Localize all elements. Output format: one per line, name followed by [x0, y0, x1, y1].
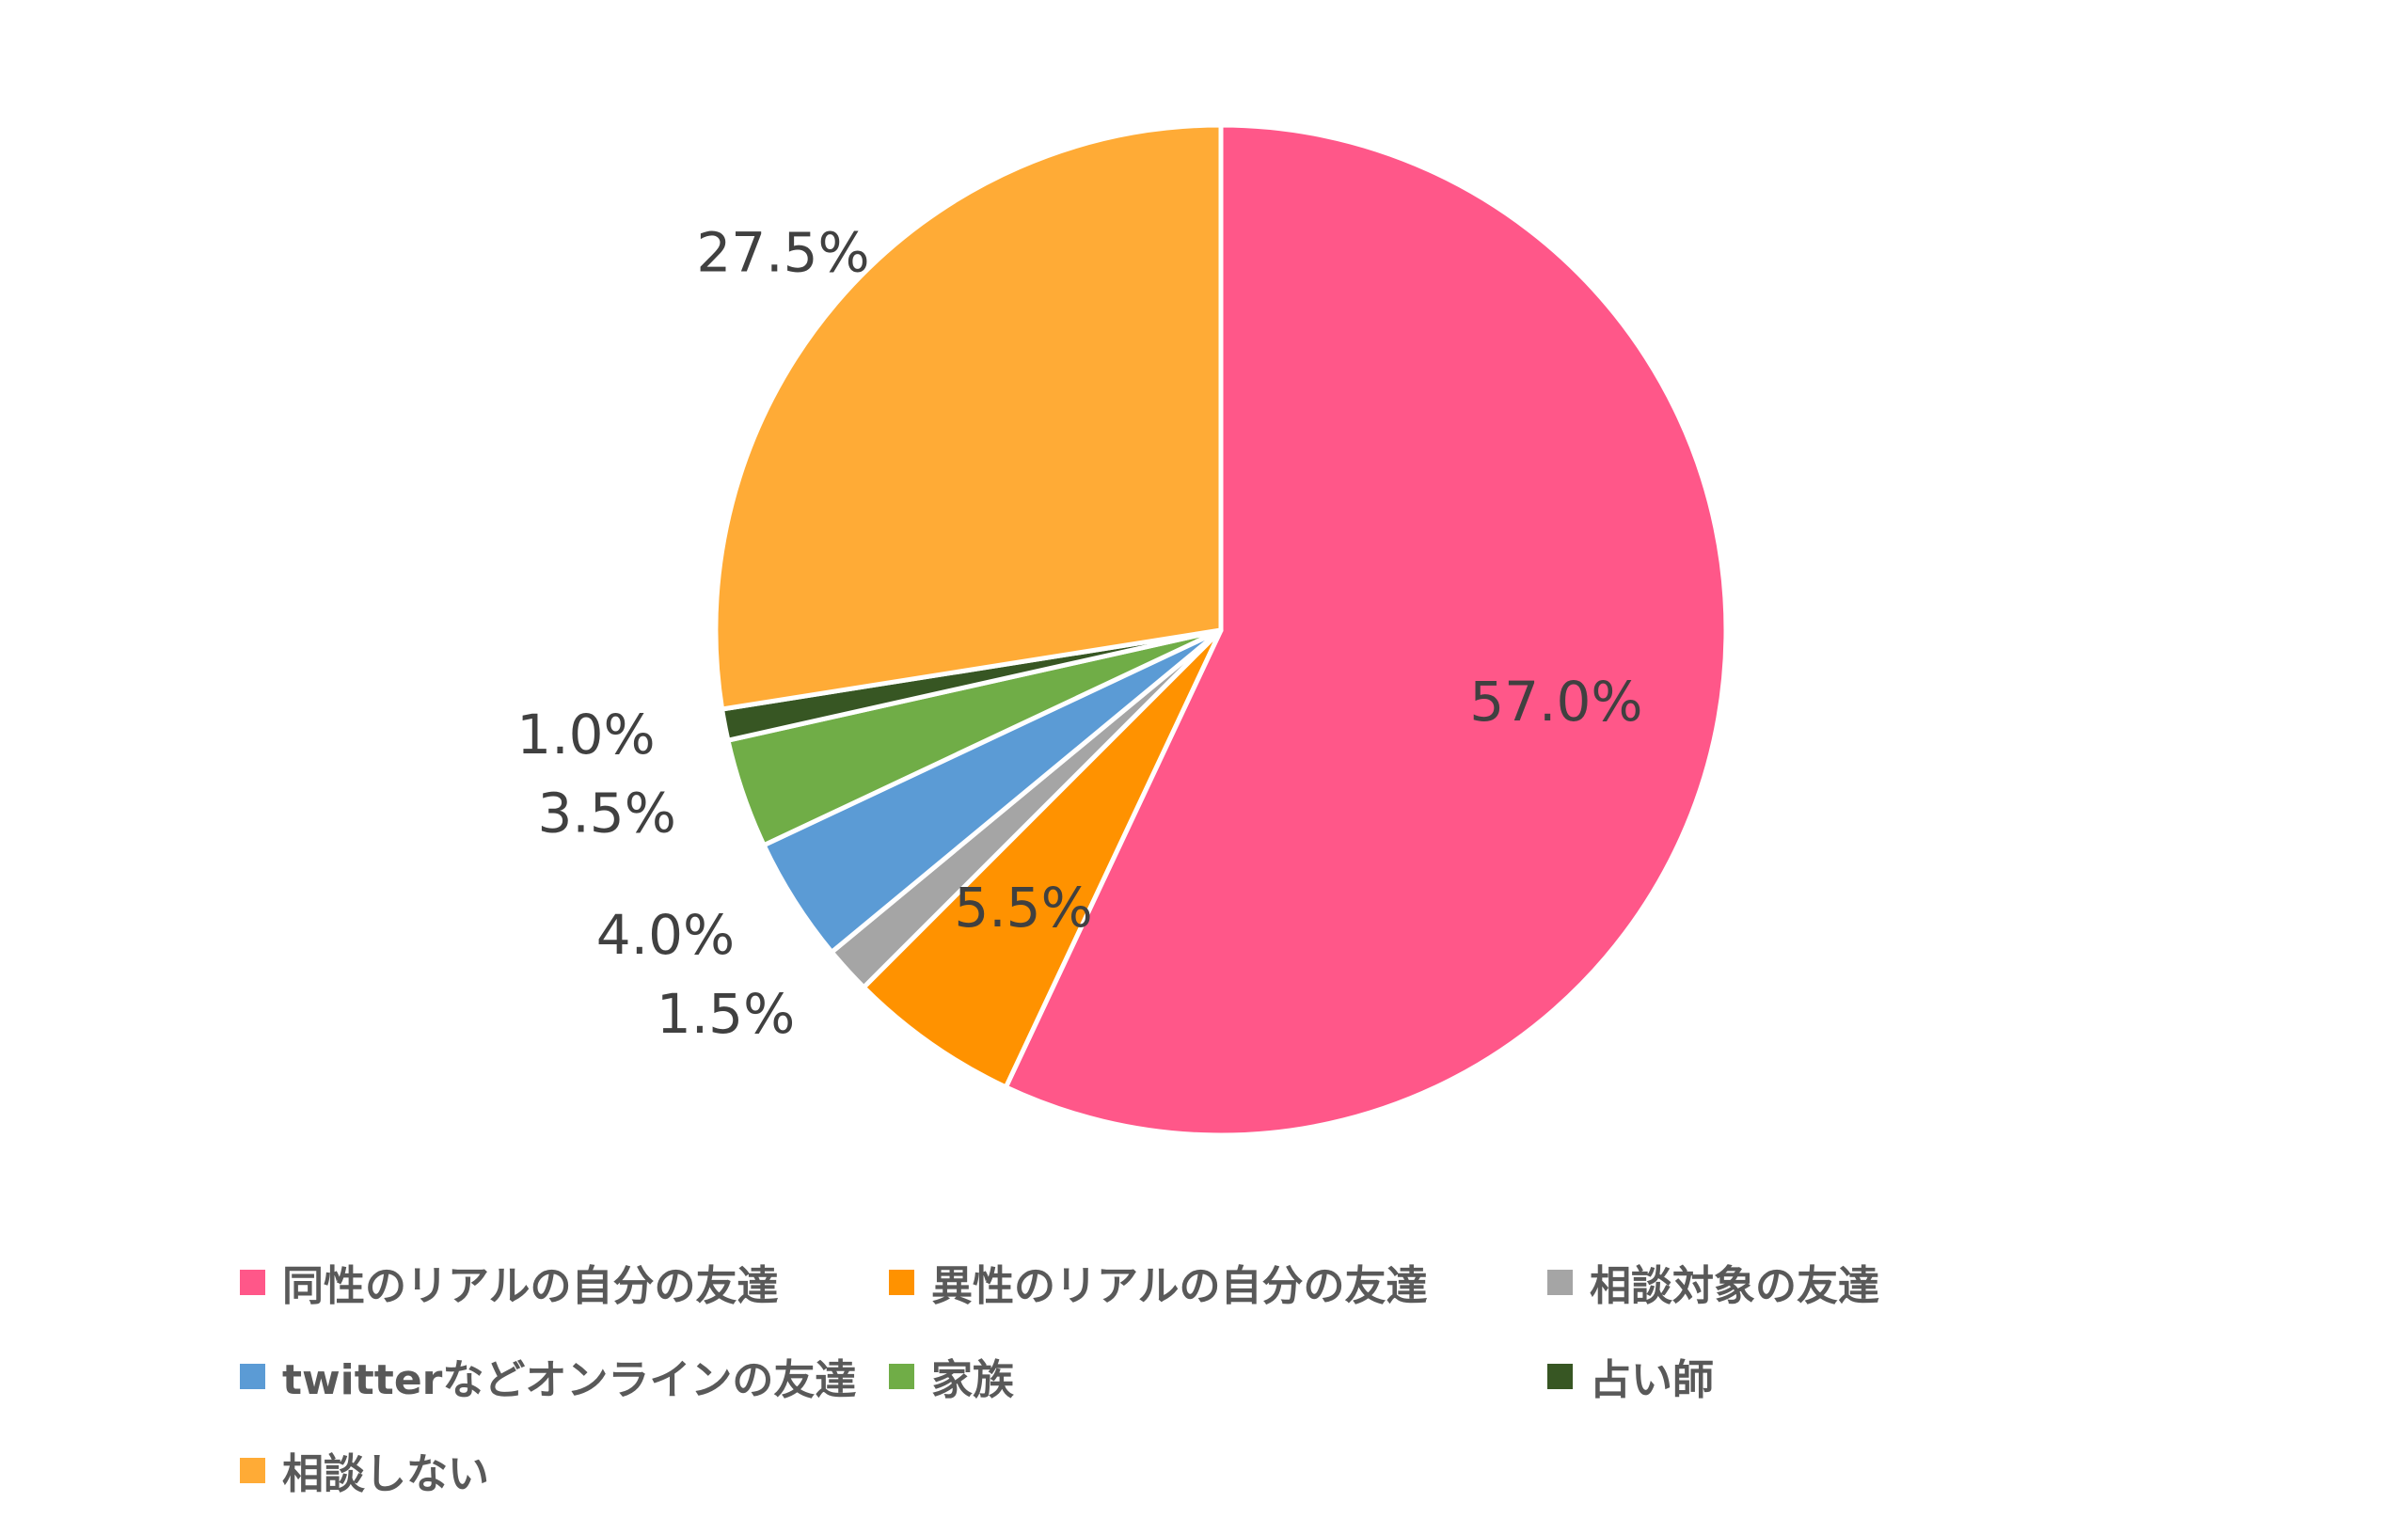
legend-item-opposite-sex-friends: 異性のリアルの自分の友達 — [889, 1260, 1547, 1310]
pie-label-family: 3.5% — [537, 781, 675, 845]
legend-item-family: 家族 — [889, 1354, 1547, 1404]
legend-label: twitterなどオンラインの友達 — [282, 1356, 857, 1404]
chart-legend: 同性のリアルの自分の友達 異性のリアルの自分の友達 相談対象の友達 twitte… — [240, 1260, 2215, 1498]
pie-slice-opposite-sex-friends — [861, 627, 1224, 1090]
pie-label-no-consultation: 27.5% — [696, 221, 869, 285]
legend-item-fortune-teller: 占い師 — [1547, 1354, 2196, 1404]
legend-label: 同性のリアルの自分の友達 — [282, 1262, 779, 1310]
legend-label: 相談対象の友達 — [1590, 1262, 1879, 1310]
pie-label-same-sex-friends: 57.0% — [1469, 670, 1642, 734]
legend-swatch — [240, 1457, 265, 1483]
legend-swatch — [240, 1269, 265, 1295]
pie-label-consult-target-friends: 1.5% — [657, 982, 795, 1046]
legend-swatch — [889, 1269, 914, 1295]
legend-item-consult-target-friends: 相談対象の友達 — [1547, 1260, 2196, 1310]
pie-label-fortune-teller: 1.0% — [516, 703, 655, 767]
legend-swatch — [1547, 1269, 1573, 1295]
legend-swatch — [1547, 1363, 1573, 1389]
pie-label-online-friends: 4.0% — [596, 903, 735, 967]
legend-label: 家族 — [931, 1356, 1014, 1404]
pie-data-labels: 57.0% 5.5% 1.5% 4.0% 3.5% 1.0% 27.5% — [516, 221, 1642, 1047]
legend-swatch — [240, 1363, 265, 1389]
legend-item-same-sex-friends: 同性のリアルの自分の友達 — [240, 1260, 889, 1310]
pie-slice-same-sex-friends — [1003, 122, 1729, 1138]
pie-label-opposite-sex-friends: 5.5% — [954, 876, 1092, 940]
pie-slice-no-consultation — [713, 122, 1224, 712]
legend-item-online-friends: twitterなどオンラインの友達 — [240, 1354, 889, 1404]
legend-label: 異性のリアルの自分の友達 — [931, 1262, 1428, 1310]
legend-swatch — [889, 1363, 914, 1389]
legend-item-no-consultation: 相談しない — [240, 1448, 889, 1498]
legend-label: 相談しない — [282, 1450, 489, 1498]
pie-slices — [713, 122, 1729, 1138]
legend-label: 占い師 — [1590, 1356, 1714, 1404]
